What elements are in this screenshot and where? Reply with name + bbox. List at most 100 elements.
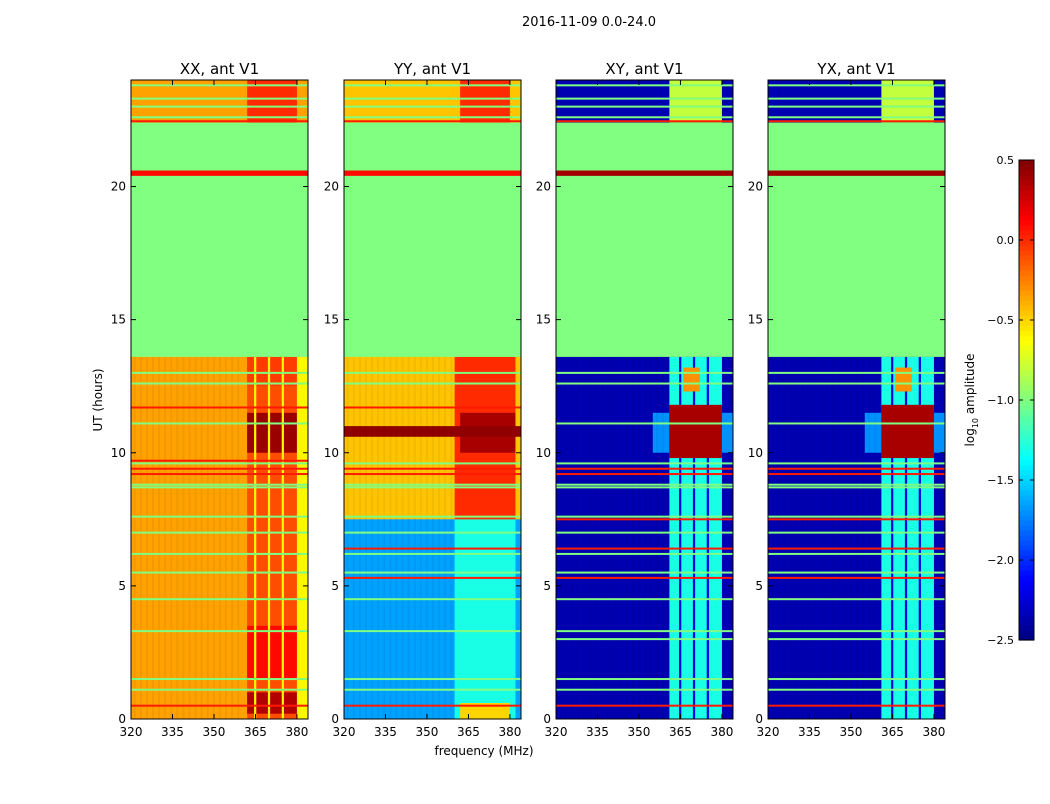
colorbar-segment xyxy=(1019,400,1034,406)
heatmap-stripe xyxy=(862,356,865,719)
rfi-row xyxy=(556,518,733,521)
colorbar-segment xyxy=(1019,190,1034,196)
colorbar-segment xyxy=(1019,435,1034,441)
heatmap-cell xyxy=(247,80,297,123)
x-tick-label: 320 xyxy=(120,725,143,739)
flagged-row xyxy=(131,630,308,633)
heatmap-stripe xyxy=(570,356,573,719)
y-tick-label: 5 xyxy=(755,579,763,593)
y-tick-label: 20 xyxy=(536,180,551,194)
flagged-row xyxy=(556,84,733,87)
heatmap-stripe xyxy=(444,356,447,719)
x-tick-label: 335 xyxy=(161,725,184,739)
colorbar-segment xyxy=(1019,475,1034,481)
flagged-row xyxy=(556,105,733,108)
colorbar-segment xyxy=(1019,200,1034,206)
heatmap-cell xyxy=(460,703,510,719)
heatmap-cell xyxy=(918,356,921,719)
flagged-row xyxy=(131,422,308,425)
heatmap-cell xyxy=(895,367,912,392)
colorbar-tick-label: −1.0 xyxy=(987,394,1014,407)
heatmap-cell xyxy=(344,122,521,357)
flagged-row xyxy=(344,552,521,555)
rfi-row xyxy=(768,120,945,123)
heatmap-cell xyxy=(344,170,521,176)
colorbar-segment xyxy=(1019,405,1034,411)
heatmap-cell xyxy=(460,80,510,123)
rfi-row xyxy=(131,467,308,470)
heatmap-stripe xyxy=(425,356,428,719)
colorbar-segment xyxy=(1019,180,1034,186)
flagged-row xyxy=(344,483,521,486)
x-tick-label: 320 xyxy=(757,725,780,739)
rfi-row xyxy=(556,120,733,123)
heatmap-stripe xyxy=(825,356,828,719)
flagged-row xyxy=(556,678,733,681)
heatmap-cell xyxy=(706,356,709,719)
colorbar-segment xyxy=(1019,625,1034,631)
heatmap-stripe xyxy=(601,356,604,719)
heatmap-stripe xyxy=(383,356,386,719)
heatmap-stripe xyxy=(206,356,209,719)
colorbar-segment xyxy=(1019,470,1034,476)
heatmap-stripe xyxy=(619,356,622,719)
flagged-row xyxy=(768,531,945,534)
heatmap-stripe xyxy=(377,356,380,719)
y-tick-label: 0 xyxy=(543,712,551,726)
colorbar-segment xyxy=(1019,315,1034,321)
flagged-row xyxy=(556,531,733,534)
heatmap-cell xyxy=(904,356,908,719)
heatmap-stripe xyxy=(558,356,561,719)
flagged-row xyxy=(768,678,945,681)
colorbar-segment xyxy=(1019,595,1034,601)
rfi-row xyxy=(344,473,521,476)
colorbar-segment xyxy=(1019,215,1034,221)
heatmap-cell xyxy=(669,404,722,459)
heatmap-stripe xyxy=(176,356,179,719)
heatmap-stripe xyxy=(607,356,610,719)
colorbar-segment xyxy=(1019,210,1034,216)
heatmap-cell xyxy=(933,412,945,453)
colorbar-segment xyxy=(1019,480,1034,486)
colorbar-segment xyxy=(1019,370,1034,376)
panel-title: XY, ant V1 xyxy=(605,60,683,78)
rfi-row xyxy=(556,547,733,550)
flagged-row xyxy=(131,84,308,87)
y-tick-label: 10 xyxy=(324,446,339,460)
heatmap-stripe xyxy=(152,356,155,719)
heatmap-cell xyxy=(864,412,882,453)
flagged-row xyxy=(768,462,945,465)
y-tick-label: 10 xyxy=(748,446,763,460)
x-tick-label: 350 xyxy=(416,725,439,739)
flagged-row xyxy=(344,105,521,108)
colorbar-segment xyxy=(1019,345,1034,351)
heatmap-stripe xyxy=(650,356,653,719)
heatmap-stripe xyxy=(819,356,822,719)
flagged-row xyxy=(768,84,945,87)
rfi-row xyxy=(768,467,945,470)
flagged-row xyxy=(344,84,521,87)
colorbar-segment xyxy=(1019,630,1034,636)
colorbar-segment xyxy=(1019,540,1034,546)
colorbar-segment xyxy=(1019,465,1034,471)
heatmap-cell xyxy=(296,356,308,719)
heatmap-stripe xyxy=(789,356,792,719)
colorbar-segment xyxy=(1019,585,1034,591)
rfi-row xyxy=(131,459,308,462)
colorbar-segment xyxy=(1019,205,1034,211)
rfi-row xyxy=(768,473,945,476)
colorbar-segment xyxy=(1019,385,1034,391)
panel-frame xyxy=(130,79,309,720)
colorbar-segment xyxy=(1019,390,1034,396)
colorbar-segment xyxy=(1019,280,1034,286)
heatmap-stripe xyxy=(218,356,221,719)
flagged-row xyxy=(131,486,308,489)
heatmap-stripe xyxy=(782,356,785,719)
flagged-row xyxy=(344,97,521,100)
flagged-row xyxy=(556,638,733,641)
heatmap-stripe xyxy=(776,356,779,719)
panel-1: YY, ant V1 320 335 350 365 380 0 5 10 15 20 xyxy=(324,60,522,739)
y-tick-label: 15 xyxy=(748,313,763,327)
y-tick-label: 10 xyxy=(111,446,126,460)
